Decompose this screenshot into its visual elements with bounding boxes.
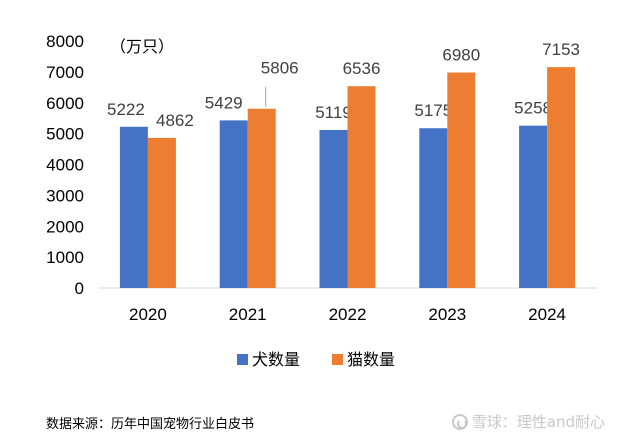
bar-cat-2023	[447, 72, 476, 289]
y-tick-label: 0	[75, 279, 84, 298]
bar-dog-2020	[119, 126, 148, 288]
bar-dog-2022	[319, 129, 348, 288]
x-tick-label: 2023	[428, 305, 466, 324]
data-label: 6536	[343, 59, 381, 78]
bar-cat-2020	[147, 137, 176, 288]
y-tick-label: 6000	[46, 94, 84, 113]
legend: 犬数量 猫数量	[237, 350, 395, 369]
unit-label: （万只）	[110, 37, 174, 56]
bar-cat-2021	[247, 108, 276, 288]
snowball-logo-icon	[451, 413, 468, 430]
source-note: 数据来源：历年中国宠物行业白皮书	[46, 417, 255, 432]
y-tick-label: 2000	[46, 217, 84, 236]
x-tick-label: 2024	[528, 305, 566, 324]
bar-dog-2021	[219, 120, 248, 288]
watermark: 雪球：理性and耐心	[451, 411, 605, 432]
data-label: 5806	[261, 59, 299, 78]
y-tick-label: 1000	[46, 248, 84, 267]
x-tick-label: 2022	[329, 305, 367, 324]
legend-swatch	[332, 354, 343, 365]
y-tick-label: 8000	[46, 32, 84, 51]
y-tick-label: 7000	[46, 63, 84, 82]
y-axis: 0 1000 2000 3000 4000 5000 6000 7000 8000	[46, 32, 84, 298]
bar-cat-2024	[547, 67, 576, 288]
x-tick-label: 2021	[229, 305, 267, 324]
y-tick-label: 5000	[46, 125, 84, 144]
bar-chart: （万只） 0 1000 2000 3000 4000 5000 6000 7000 8000 5…	[46, 32, 597, 369]
bar-cat-2022	[347, 86, 376, 289]
data-label: 5175	[414, 101, 452, 120]
x-axis: 2020 2021 2022 2023 2024	[129, 305, 566, 324]
legend-label: 猫数量	[347, 350, 395, 369]
data-label: 4862	[156, 111, 194, 130]
bar-dog-2024	[519, 125, 548, 289]
legend-swatch	[237, 354, 248, 365]
data-label: 6980	[442, 45, 480, 64]
data-label: 7153	[542, 40, 580, 59]
y-tick-label: 4000	[46, 156, 84, 175]
x-tick-label: 2020	[129, 305, 167, 324]
watermark-text: 雪球：理性and耐心	[471, 413, 605, 431]
data-label: 5119	[315, 103, 352, 122]
data-label: 5258	[514, 99, 552, 118]
legend-label: 犬数量	[252, 350, 300, 369]
bar-dog-2023	[419, 128, 448, 288]
bars-group: 5222 4862 5429 5806 5119 6536 5175 6980 5258 7153	[107, 40, 580, 289]
data-label: 5429	[205, 93, 243, 112]
y-tick-label: 3000	[46, 186, 84, 205]
data-label: 5222	[107, 100, 145, 119]
